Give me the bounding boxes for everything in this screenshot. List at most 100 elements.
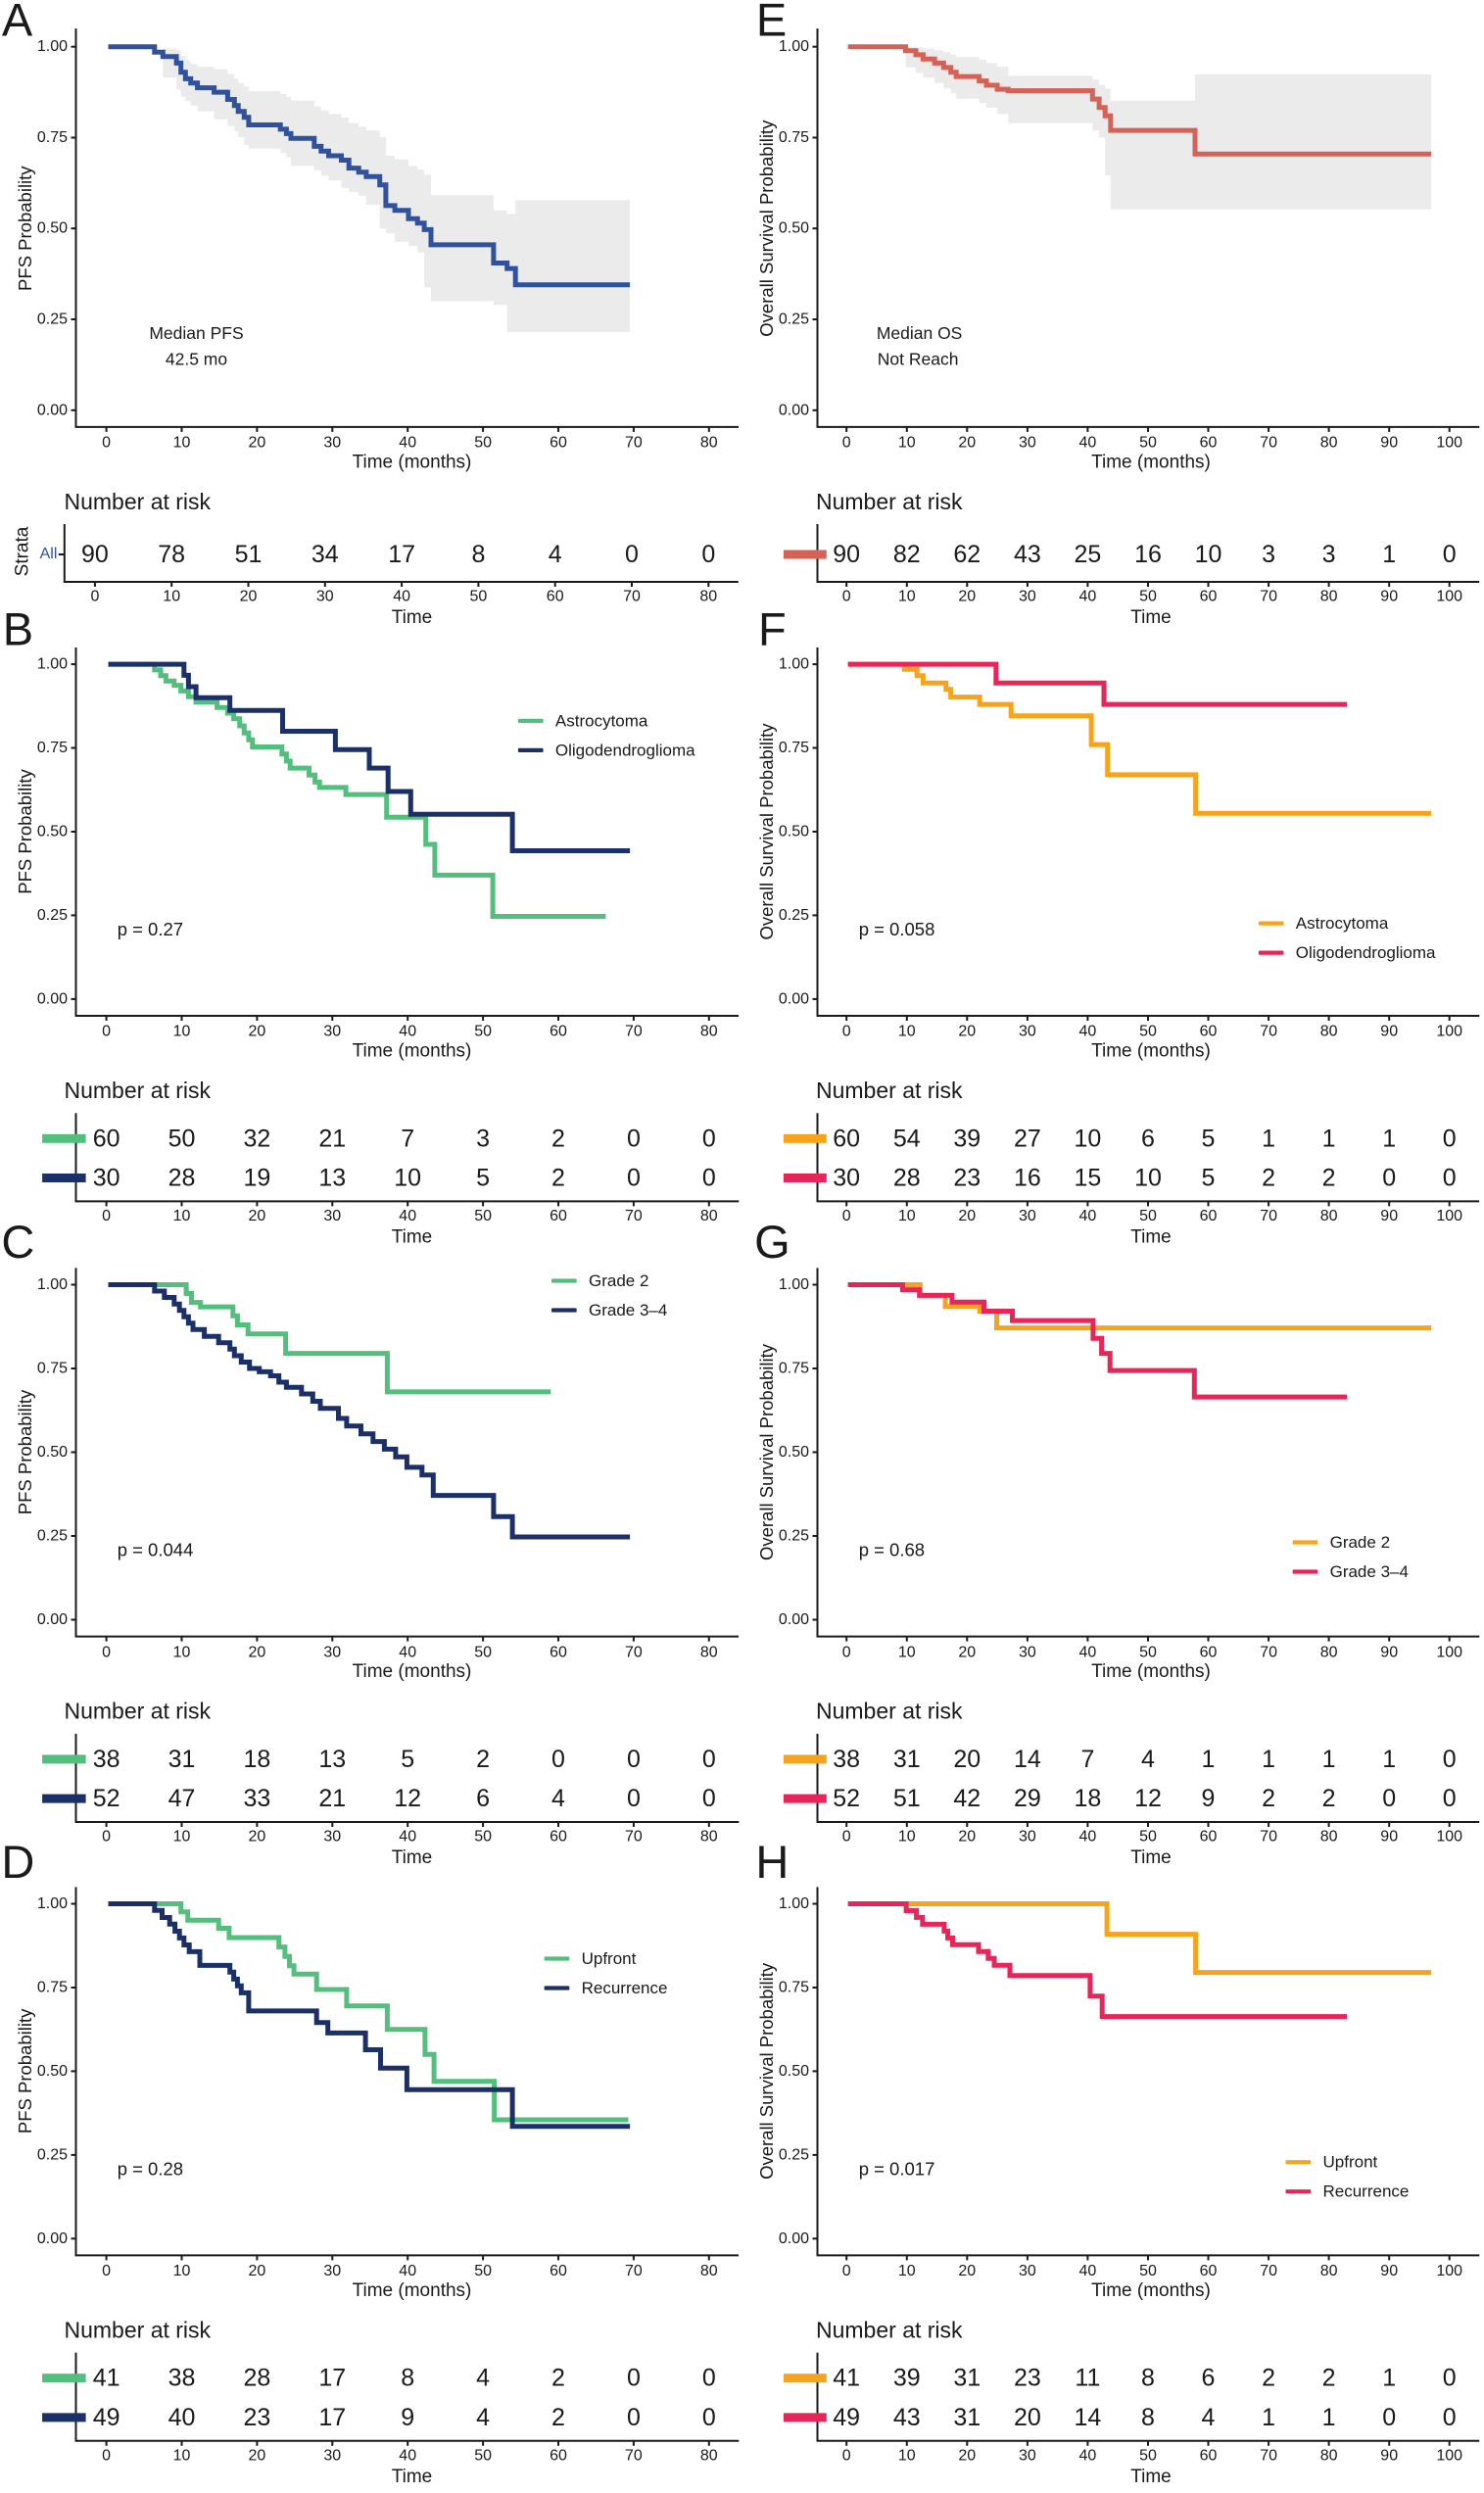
svg-text:30: 30: [323, 2263, 341, 2279]
svg-text:0.50: 0.50: [37, 1444, 68, 1461]
svg-text:Time: Time: [392, 2467, 433, 2487]
svg-text:8: 8: [401, 2365, 414, 2392]
svg-text:90: 90: [81, 541, 109, 568]
svg-text:1.00: 1.00: [779, 38, 809, 55]
svg-text:70: 70: [625, 1024, 643, 1040]
svg-text:80: 80: [1320, 2263, 1338, 2279]
svg-text:3: 3: [1262, 541, 1275, 568]
svg-text:90: 90: [833, 541, 860, 568]
svg-text:70: 70: [625, 1644, 643, 1660]
svg-text:70: 70: [625, 1829, 643, 1846]
svg-text:60: 60: [550, 2447, 567, 2464]
svg-text:39: 39: [893, 2365, 921, 2392]
svg-text:2: 2: [1262, 1165, 1275, 1192]
svg-text:2: 2: [1262, 1785, 1275, 1812]
svg-text:1: 1: [1322, 1125, 1336, 1152]
svg-text:0: 0: [627, 1785, 641, 1812]
svg-text:10: 10: [898, 435, 916, 452]
svg-text:Time: Time: [392, 1226, 433, 1247]
svg-text:10: 10: [898, 2263, 916, 2279]
svg-text:2: 2: [1322, 1165, 1336, 1192]
svg-text:1: 1: [1382, 1125, 1396, 1152]
svg-text:Number at risk: Number at risk: [816, 1699, 963, 1724]
svg-text:0: 0: [842, 2447, 851, 2464]
svg-text:31: 31: [893, 1746, 921, 1773]
svg-text:100: 100: [1436, 1644, 1462, 1660]
svg-text:52: 52: [833, 1785, 860, 1812]
svg-text:1: 1: [1322, 1746, 1336, 1773]
svg-text:70: 70: [625, 435, 643, 452]
svg-text:70: 70: [1260, 1644, 1277, 1660]
svg-text:20: 20: [249, 1644, 266, 1660]
svg-text:50: 50: [474, 2447, 492, 2464]
svg-text:40: 40: [393, 589, 410, 605]
svg-text:0.25: 0.25: [37, 1528, 68, 1545]
svg-text:30: 30: [1019, 435, 1036, 452]
svg-text:30: 30: [323, 1024, 341, 1040]
svg-text:10: 10: [898, 1829, 916, 1846]
svg-text:Time: Time: [392, 1847, 433, 1868]
svg-text:Time: Time: [1130, 1847, 1172, 1868]
svg-text:30: 30: [1019, 2447, 1036, 2464]
svg-text:60: 60: [1200, 2447, 1218, 2464]
svg-text:0.25: 0.25: [37, 907, 68, 924]
svg-text:41: 41: [93, 2365, 120, 2392]
svg-text:Median PFS: Median PFS: [149, 323, 243, 343]
svg-text:All: All: [40, 546, 58, 562]
svg-text:52: 52: [93, 1785, 120, 1812]
svg-text:60: 60: [1200, 1829, 1218, 1846]
svg-text:Time: Time: [392, 607, 433, 628]
svg-text:30: 30: [1019, 1829, 1036, 1846]
svg-text:20: 20: [958, 1644, 976, 1660]
svg-text:38: 38: [93, 1746, 120, 1773]
svg-text:19: 19: [243, 1165, 270, 1192]
svg-text:0: 0: [627, 1125, 641, 1152]
svg-text:40: 40: [399, 1829, 416, 1846]
svg-text:4: 4: [551, 1785, 565, 1812]
svg-text:0: 0: [1443, 2404, 1457, 2431]
svg-text:10: 10: [898, 1208, 916, 1224]
svg-text:14: 14: [1074, 2404, 1101, 2431]
svg-text:0: 0: [702, 1746, 716, 1773]
svg-text:18: 18: [243, 1746, 270, 1773]
svg-text:0: 0: [702, 1165, 716, 1192]
svg-text:100: 100: [1436, 2447, 1462, 2464]
svg-text:82: 82: [893, 541, 921, 568]
svg-text:30: 30: [1019, 1208, 1036, 1224]
svg-text:Time (months): Time (months): [1091, 1041, 1211, 1062]
svg-text:10: 10: [163, 589, 180, 605]
svg-text:0: 0: [625, 541, 639, 568]
svg-text:10: 10: [898, 1644, 916, 1660]
svg-text:Grade 2: Grade 2: [589, 1271, 648, 1290]
svg-text:70: 70: [1260, 2263, 1277, 2279]
svg-text:70: 70: [625, 2263, 643, 2279]
svg-text:0: 0: [627, 1746, 641, 1773]
svg-text:0: 0: [701, 541, 715, 568]
svg-text:17: 17: [318, 2365, 346, 2392]
svg-text:Astrocytoma: Astrocytoma: [555, 711, 648, 730]
svg-text:20: 20: [958, 1208, 976, 1224]
svg-text:Grade 2: Grade 2: [1330, 1533, 1390, 1552]
svg-text:0: 0: [551, 1746, 565, 1773]
svg-text:14: 14: [1014, 1746, 1041, 1773]
svg-text:90: 90: [1380, 2447, 1398, 2464]
svg-text:7: 7: [401, 1125, 414, 1152]
svg-text:60: 60: [550, 435, 567, 452]
svg-text:1: 1: [1382, 541, 1396, 568]
svg-text:31: 31: [168, 1746, 196, 1773]
svg-text:15: 15: [1074, 1165, 1101, 1192]
svg-text:90: 90: [1380, 1024, 1398, 1040]
svg-text:23: 23: [243, 2404, 270, 2431]
svg-text:0: 0: [102, 1644, 111, 1660]
svg-text:50: 50: [1139, 1024, 1157, 1040]
svg-text:40: 40: [399, 1644, 416, 1660]
svg-text:0: 0: [627, 2404, 641, 2431]
svg-text:20: 20: [249, 2447, 266, 2464]
svg-text:80: 80: [700, 1024, 718, 1040]
svg-text:12: 12: [394, 1785, 421, 1812]
svg-text:0.25: 0.25: [779, 312, 809, 328]
svg-text:30: 30: [316, 589, 334, 605]
svg-text:Time (months): Time (months): [1091, 1661, 1211, 1682]
svg-text:80: 80: [1320, 1829, 1338, 1846]
svg-text:40: 40: [1079, 1644, 1097, 1660]
